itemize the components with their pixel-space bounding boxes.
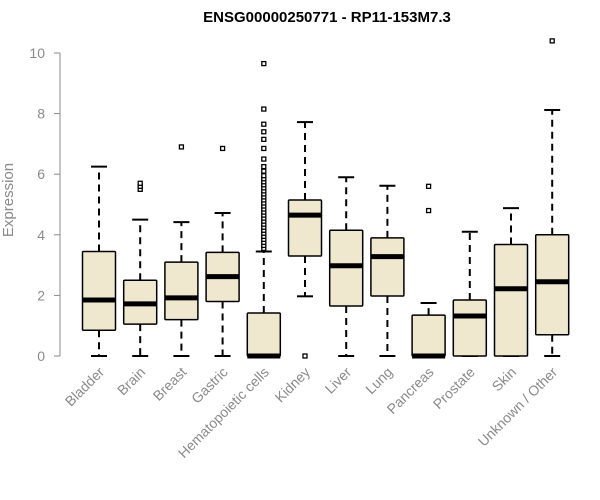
iqr-box — [493, 243, 529, 357]
y-tick-label: 4 — [37, 227, 45, 243]
box-bladder — [81, 165, 117, 357]
iqr-box — [534, 234, 570, 336]
outlier-point — [549, 38, 555, 44]
outlier-point — [261, 121, 267, 127]
outlier-point — [425, 183, 432, 189]
box-kidney — [287, 121, 323, 359]
y-tick-label: 2 — [37, 287, 45, 303]
box-brain — [122, 180, 158, 357]
outlier-point — [261, 145, 267, 152]
y-tick-label: 8 — [37, 106, 45, 122]
box-lung — [370, 184, 405, 357]
box-breast — [164, 144, 199, 357]
box-hematopoietic-cells — [246, 60, 282, 359]
outlier-point — [302, 353, 308, 359]
iqr-box — [411, 314, 446, 357]
iqr-box — [452, 299, 488, 357]
outlier-point — [219, 145, 226, 152]
y-tick-label: 0 — [37, 348, 45, 364]
outlier-point — [261, 156, 267, 162]
outlier-point — [261, 129, 267, 135]
outlier-point — [261, 106, 267, 112]
outlier-point — [261, 136, 267, 143]
iqr-box — [370, 237, 405, 297]
box-liver — [328, 176, 364, 357]
outlier-point — [261, 168, 267, 174]
y-tick-label: 6 — [37, 166, 45, 182]
iqr-box — [81, 250, 117, 331]
x-tick-label: Skin — [489, 364, 520, 395]
y-axis: 0 2 4 6 8 10 — [29, 45, 61, 364]
y-tick-label: 10 — [29, 45, 45, 61]
chart-title: ENSG00000250771 - RP11-153M7.3 — [203, 9, 451, 26]
box-unknown-other — [534, 38, 570, 357]
outlier-point — [178, 144, 185, 150]
y-axis-label: Expression — [0, 163, 17, 237]
x-tick-label: Lung — [362, 364, 395, 397]
boxes — [81, 38, 570, 359]
x-tick-label: Liver — [322, 364, 355, 397]
x-tick-label: Prostate — [430, 364, 478, 412]
outlier-point — [261, 163, 267, 170]
outlier-point — [261, 173, 267, 179]
outlier-point — [137, 180, 143, 186]
x-tick-label: Kidney — [272, 364, 314, 406]
box-skin — [493, 207, 529, 357]
x-tick-label: Bladder — [62, 364, 108, 410]
box-pancreas — [411, 183, 446, 359]
outlier-point — [261, 60, 267, 67]
box-prostate — [452, 230, 488, 357]
iqr-box — [287, 199, 323, 257]
iqr-box — [246, 312, 282, 357]
iqr-box — [164, 261, 199, 321]
box-gastric — [205, 145, 240, 357]
x-tick-label: Breast — [150, 364, 190, 404]
x-tick-label: Brain — [114, 364, 148, 398]
outlier-point — [425, 207, 432, 214]
